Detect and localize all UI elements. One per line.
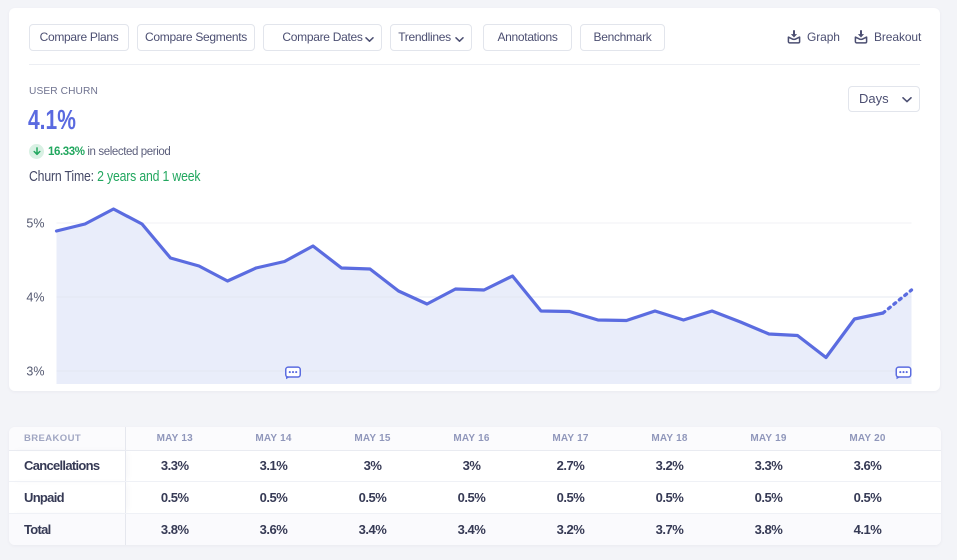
- svg-text:5%: 5%: [26, 217, 44, 231]
- svg-text:4%: 4%: [26, 291, 44, 305]
- svg-text:3%: 3%: [26, 365, 44, 379]
